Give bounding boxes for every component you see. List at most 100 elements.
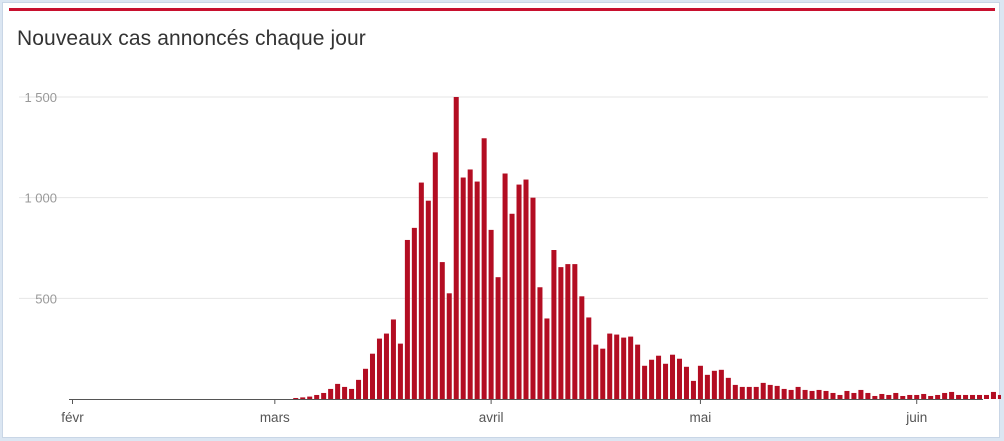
bar (963, 394, 969, 399)
bar (663, 363, 669, 399)
bar (823, 390, 829, 399)
bar (481, 138, 487, 399)
bar (956, 394, 962, 399)
bar (293, 397, 299, 399)
bar (369, 353, 376, 399)
bar (558, 267, 564, 399)
bar (886, 394, 892, 399)
bar (914, 394, 920, 399)
bar (551, 250, 557, 399)
bar (321, 392, 327, 399)
bar (977, 394, 983, 399)
bar (893, 392, 899, 399)
bar (572, 264, 578, 399)
bar (704, 374, 710, 399)
bar (795, 386, 801, 399)
bar (342, 386, 348, 399)
bar (983, 394, 989, 399)
bar (697, 365, 703, 399)
bar (990, 391, 996, 399)
bar (781, 388, 787, 399)
x-tick-label: févr (61, 410, 84, 425)
bar (418, 182, 424, 399)
bar (732, 384, 738, 399)
bar (642, 365, 648, 399)
bar (760, 382, 766, 399)
bar (314, 394, 320, 399)
bar (411, 227, 417, 399)
bar-chart: 500 1 000 1 500 févr mars avril mai juin (19, 90, 1001, 425)
y-tick-label: 1 000 (24, 191, 57, 206)
bar (635, 344, 641, 399)
bar (544, 318, 550, 399)
bar (593, 344, 599, 399)
x-tick-label: mars (260, 410, 290, 425)
bar (530, 197, 536, 399)
bar (363, 368, 369, 399)
x-tick-label: mai (690, 410, 712, 425)
bar (579, 296, 585, 399)
y-tick-label: 1 500 (24, 90, 57, 105)
bar (900, 395, 906, 399)
bar (446, 293, 452, 399)
bar (865, 392, 871, 399)
bar (767, 384, 773, 399)
bar (656, 355, 662, 399)
bar (753, 386, 759, 399)
bar (432, 152, 438, 399)
bar (523, 179, 529, 399)
bar (439, 262, 445, 399)
bar (376, 338, 382, 399)
bar (676, 358, 682, 399)
bar (718, 369, 724, 399)
bar (649, 359, 655, 399)
y-tick-labels: 500 1 000 1 500 (24, 90, 57, 306)
bar (565, 264, 571, 399)
bar (725, 377, 731, 399)
bar (774, 385, 780, 399)
bar (928, 395, 934, 399)
bar (739, 386, 745, 399)
bar (690, 380, 696, 399)
bar (802, 389, 808, 399)
bar (467, 169, 473, 399)
bar (488, 229, 494, 399)
bar (390, 319, 396, 399)
x-tick-labels: févr mars avril mai juin (61, 399, 927, 425)
bar (621, 337, 627, 399)
bar (935, 394, 941, 399)
bar (509, 213, 515, 399)
bar (844, 390, 850, 399)
bar (356, 379, 362, 399)
bar (830, 392, 836, 399)
bar (816, 389, 822, 399)
bar (879, 393, 885, 399)
bar (970, 394, 976, 399)
chart-title: Nouveaux cas annoncés chaque jour (17, 27, 366, 50)
bar (949, 391, 955, 399)
bar (628, 336, 634, 399)
bar (670, 354, 676, 399)
bars (293, 97, 1001, 399)
bar (837, 394, 843, 399)
bar (607, 333, 613, 399)
bar (711, 370, 717, 399)
bar (809, 390, 815, 399)
bar (851, 392, 857, 399)
bar (300, 397, 306, 399)
bar (460, 177, 466, 399)
bar (921, 393, 927, 399)
x-tick-label: avril (479, 410, 504, 425)
bar (907, 394, 913, 399)
y-tick-label: 500 (35, 291, 57, 306)
bar (600, 348, 606, 399)
x-tick-label: juin (905, 410, 927, 425)
accent-bar (9, 8, 995, 11)
bar (335, 383, 341, 399)
bar (586, 317, 592, 399)
bar (453, 97, 459, 399)
bar (495, 277, 501, 399)
bar (537, 287, 543, 399)
bar (502, 173, 508, 399)
